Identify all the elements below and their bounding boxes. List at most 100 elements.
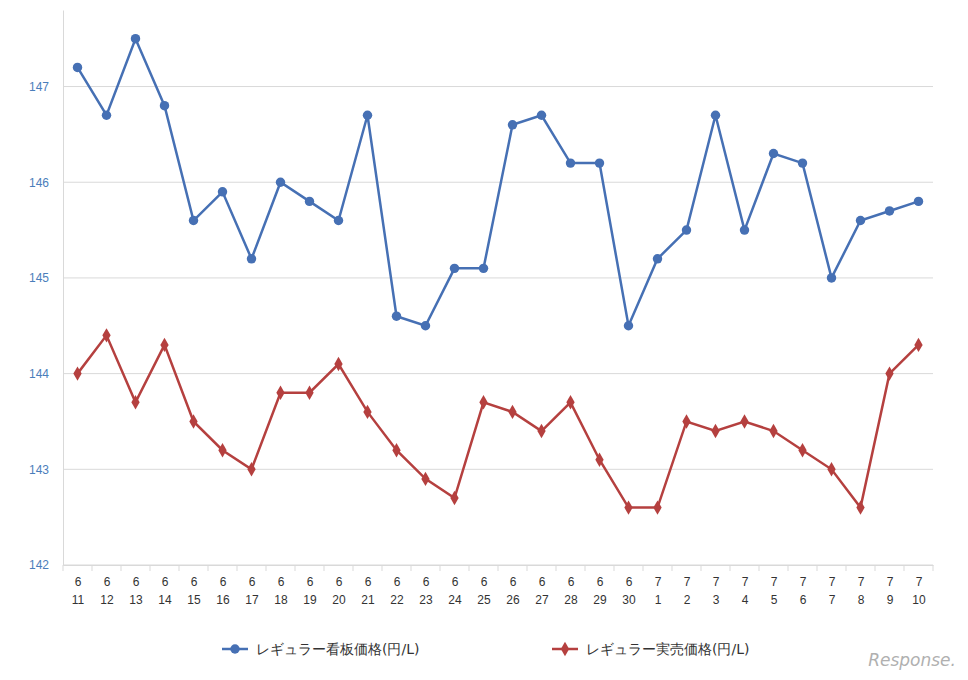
data-point [653,254,662,263]
x-tick-label-line: 20 [332,593,346,607]
data-point [247,254,256,263]
x-tick-label-line: 6 [800,593,807,607]
series-markers [73,328,922,515]
legend-item: レギュラー看板価格(円/L) [222,641,419,657]
data-point [73,63,82,72]
x-tick-label-line: 7 [771,575,778,589]
data-point [131,34,140,43]
x-tick: 77 [829,565,836,607]
x-tick-label-line: 6 [365,575,372,589]
data-point [508,120,517,129]
data-point [537,111,546,120]
category-separator [295,565,296,571]
x-tick-label: 78 [858,575,865,608]
x-tick: 75 [771,565,778,607]
data-point [247,462,255,476]
x-tick: 74 [742,565,749,607]
category-separator [788,565,789,571]
x-tick: 614 [158,565,172,607]
category-separator [614,565,615,571]
x-tick-label: 72 [684,575,691,608]
x-tick: 624 [448,565,462,607]
category-separator [469,565,470,571]
plot-area [73,34,923,515]
grid-line [63,86,933,87]
x-tick-label-line: 7 [800,575,807,589]
x-tick-label: 74 [742,575,749,608]
x-tick: 622 [390,565,404,607]
x-tick-label: 622 [390,575,404,608]
x-tick-label-line: 6 [220,575,227,589]
y-tick: 145 [29,271,63,285]
category-separator [846,565,847,571]
x-tick-label-line: 2 [684,593,691,607]
x-tick-label: 618 [274,575,288,608]
data-point [131,395,139,409]
y-tick: 143 [29,463,63,477]
data-point [595,158,604,167]
data-point [798,443,806,457]
category-separator [643,565,644,571]
category-separator [324,565,325,571]
x-tick-label-line: 6 [307,575,314,589]
y-tick: 142 [29,558,63,572]
x-tick: 626 [506,565,520,607]
x-tick: 72 [684,565,691,607]
data-point [740,225,749,234]
category-separator [353,565,354,571]
data-point [769,424,777,438]
x-tick: 617 [245,565,259,607]
data-point [160,338,168,352]
x-tick-label-line: 6 [394,575,401,589]
y-tick-label: 147 [29,80,49,94]
x-tick-label-line: 25 [477,593,491,607]
x-tick-label-line: 11 [72,593,85,607]
data-point [102,111,111,120]
x-tick-label-line: 6 [452,575,459,589]
x-tick-label-line: 1 [655,593,662,607]
x-tick: 76 [800,565,807,607]
x-tick: 628 [564,565,578,607]
x-tick-label: 624 [448,575,462,608]
watermark: Response. [868,650,956,670]
x-tick-label-line: 26 [506,593,520,607]
grid-line [63,469,933,470]
data-point [305,197,314,206]
x-tick: 78 [858,565,865,607]
x-tick-label-line: 7 [916,575,923,589]
x-tick-label-line: 7 [684,575,691,589]
y-axis-line [63,11,64,566]
x-tick-label-line: 16 [216,593,230,607]
category-separator [237,565,238,571]
series-markers [73,34,923,331]
x-tick-label: 77 [829,575,836,608]
data-point [653,500,661,514]
category-separator [817,565,818,571]
x-tick: 625 [477,565,491,607]
x-tick-label-line: 7 [655,575,662,589]
category-separator [179,565,180,571]
x-tick-label-line: 6 [481,575,488,589]
series-line [78,39,919,326]
x-tick-label-line: 30 [622,593,636,607]
category-separator [672,565,673,571]
data-point [450,264,459,273]
x-tick-label-line: 7 [858,575,865,589]
y-tick-label: 145 [29,271,49,285]
data-point [566,395,574,409]
x-tick-label-line: 7 [829,593,836,607]
data-point [334,216,343,225]
data-point [160,101,169,110]
x-tick: 71 [655,565,662,607]
x-tick-label-line: 29 [593,593,607,607]
x-tick-label: 621 [361,575,375,608]
data-point [508,405,516,419]
x-tick: 611 [72,565,85,607]
y-tick-label: 142 [29,558,49,572]
data-point [856,500,864,514]
data-point [73,366,81,380]
x-tick-label-line: 4 [742,593,749,607]
y-tick-label: 144 [29,367,49,381]
data-point [479,395,487,409]
x-tick-label-line: 7 [829,575,836,589]
